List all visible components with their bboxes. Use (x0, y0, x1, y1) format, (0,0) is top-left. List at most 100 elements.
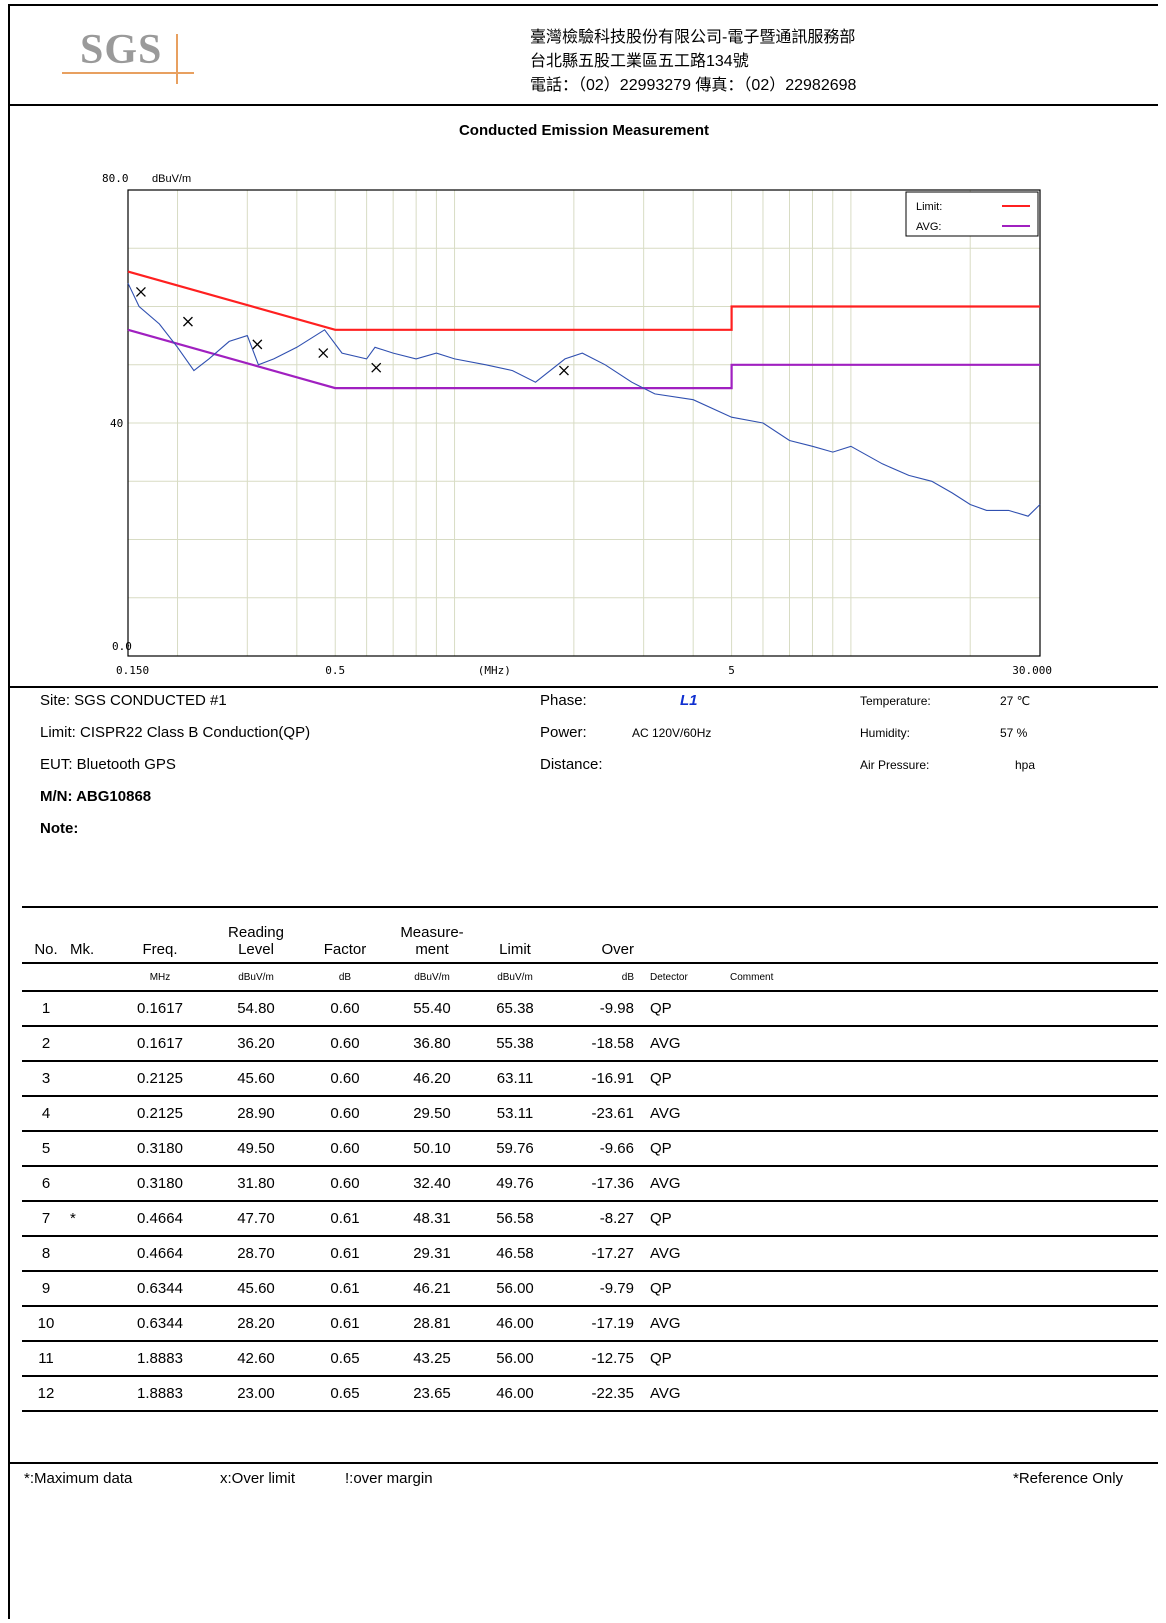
legend-label: AVG: (916, 221, 941, 233)
header-reading-line2: Level (238, 941, 274, 958)
phase-label: Phase: (540, 692, 587, 709)
unit-detector: Detector (640, 963, 730, 991)
cell-limit: 46.00 (476, 1376, 554, 1411)
cell-measure: 43.25 (388, 1341, 476, 1376)
table-row: 3 0.2125 45.60 0.60 46.20 63.11 -16.91 QP (22, 1061, 1158, 1096)
unit-over: dB (554, 963, 640, 991)
cell-freq: 0.3180 (110, 1131, 210, 1166)
measurement-table: No. Mk. Freq. Reading Level Factor Measur… (22, 906, 1158, 1412)
cell-mk (70, 1166, 110, 1201)
cell-comment (730, 1096, 1158, 1131)
cell-over: -9.66 (554, 1131, 640, 1166)
cell-detector: AVG (640, 1096, 730, 1131)
table-row: 12 1.8883 23.00 0.65 23.65 46.00 -22.35 AVG (22, 1376, 1158, 1411)
emission-chart: Limit: AVG: 80.0 dBuV/m 40 0.0 0.150 0.5 (MHz) 5 3… (10, 6, 1158, 686)
cell-limit: 63.11 (476, 1061, 554, 1096)
temperature-label: Temperature: (860, 694, 931, 708)
cell-freq: 0.4664 (110, 1236, 210, 1271)
cell-reading: 28.20 (210, 1306, 302, 1341)
unit-reading: dBuV/m (210, 963, 302, 991)
table-row: 7 * 0.4664 47.70 0.61 48.31 56.58 -8.27 QP (22, 1201, 1158, 1236)
cell-mk (70, 991, 110, 1026)
cell-mk (70, 1061, 110, 1096)
distance-label: Distance: (540, 756, 603, 773)
cell-over: -23.61 (554, 1096, 640, 1131)
cell-over: -18.58 (554, 1026, 640, 1061)
cell-no: 5 (22, 1131, 70, 1166)
x-tick-label: 30.000 (1012, 664, 1052, 677)
site-info: Site: SGS CONDUCTED #1 (40, 692, 227, 709)
unit-measure: dBuV/m (388, 963, 476, 991)
cell-no: 3 (22, 1061, 70, 1096)
legend-label: Limit: (916, 201, 942, 213)
cell-freq: 0.4664 (110, 1201, 210, 1236)
legend-over-limit: x:Over limit (220, 1470, 295, 1487)
cell-measure: 32.40 (388, 1166, 476, 1201)
header-freq: Freq. (110, 907, 210, 963)
cell-factor: 0.65 (302, 1376, 388, 1411)
cell-factor: 0.61 (302, 1236, 388, 1271)
header-reading: Reading Level (210, 907, 302, 963)
cell-comment (730, 1026, 1158, 1061)
cell-freq: 0.2125 (110, 1096, 210, 1131)
cell-factor: 0.60 (302, 1061, 388, 1096)
cell-detector: QP (640, 1061, 730, 1096)
header-measurement: Measure-ment (388, 907, 476, 963)
cell-detector: QP (640, 1201, 730, 1236)
footer-divider (10, 1462, 1158, 1464)
chart-legend: Limit: AVG: (906, 192, 1038, 236)
cell-comment (730, 1201, 1158, 1236)
air-pressure-value: hpa (1015, 758, 1035, 772)
x-tick-label: (MHz) (478, 664, 511, 677)
cell-limit: 46.58 (476, 1236, 554, 1271)
cell-reading: 28.90 (210, 1096, 302, 1131)
cell-limit: 56.00 (476, 1271, 554, 1306)
cell-reading: 42.60 (210, 1341, 302, 1376)
cell-no: 4 (22, 1096, 70, 1131)
cell-freq: 0.6344 (110, 1271, 210, 1306)
header-comment-blank (730, 907, 1158, 963)
cell-freq: 1.8883 (110, 1341, 210, 1376)
cell-over: -16.91 (554, 1061, 640, 1096)
unit-no (22, 963, 70, 991)
cell-comment (730, 991, 1158, 1026)
cell-measure: 36.80 (388, 1026, 476, 1061)
cell-reading: 45.60 (210, 1271, 302, 1306)
cell-comment (730, 1131, 1158, 1166)
phase-value: L1 (680, 692, 698, 709)
cell-mk (70, 1131, 110, 1166)
cell-reading: 49.50 (210, 1131, 302, 1166)
cell-detector: QP (640, 991, 730, 1026)
cell-comment (730, 1306, 1158, 1341)
cell-reading: 23.00 (210, 1376, 302, 1411)
cell-reading: 36.20 (210, 1026, 302, 1061)
cell-limit: 49.76 (476, 1166, 554, 1201)
table-body: 1 0.1617 54.80 0.60 55.40 65.38 -9.98 QP 2 0.1617… (22, 991, 1158, 1411)
cell-no: 2 (22, 1026, 70, 1061)
chart-divider (10, 686, 1158, 688)
cell-mk (70, 1306, 110, 1341)
power-value: AC 120V/60Hz (632, 726, 711, 740)
cell-no: 7 (22, 1201, 70, 1236)
unit-freq: MHz (110, 963, 210, 991)
cell-reading: 31.80 (210, 1166, 302, 1201)
cell-no: 9 (22, 1271, 70, 1306)
note-info: Note: (40, 820, 78, 837)
cell-factor: 0.60 (302, 991, 388, 1026)
cell-freq: 1.8883 (110, 1376, 210, 1411)
cell-detector: QP (640, 1341, 730, 1376)
unit-factor: dB (302, 963, 388, 991)
cell-measure: 46.20 (388, 1061, 476, 1096)
cell-over: -9.79 (554, 1271, 640, 1306)
cell-detector: AVG (640, 1376, 730, 1411)
table-row: 4 0.2125 28.90 0.60 29.50 53.11 -23.61 AVG (22, 1096, 1158, 1131)
cell-freq: 0.1617 (110, 1026, 210, 1061)
cell-mk: * (70, 1201, 110, 1236)
cell-mk (70, 1236, 110, 1271)
header-limit: Limit (476, 907, 554, 963)
cell-factor: 0.61 (302, 1306, 388, 1341)
cell-comment (730, 1166, 1158, 1201)
cell-detector: AVG (640, 1026, 730, 1061)
y-top-label: 80.0 (102, 172, 129, 185)
table-row: 8 0.4664 28.70 0.61 29.31 46.58 -17.27 AVG (22, 1236, 1158, 1271)
